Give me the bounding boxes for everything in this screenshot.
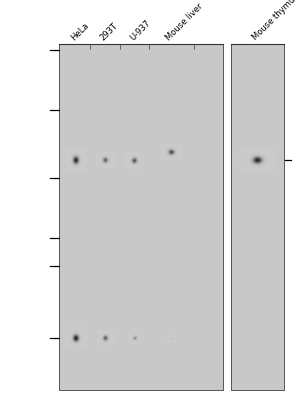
- Text: 70kDa: 70kDa: [23, 106, 49, 114]
- Text: 40kDa: 40kDa: [23, 234, 49, 242]
- Bar: [0, 390, 302, 400]
- Bar: [223, 44, 231, 390]
- Text: 100kDa: 100kDa: [18, 46, 49, 54]
- Text: Mouse liver: Mouse liver: [165, 1, 205, 42]
- Bar: [284, 44, 302, 390]
- Text: 35kDa: 35kDa: [23, 262, 49, 270]
- Text: PDCD4: PDCD4: [293, 155, 302, 165]
- Bar: [0, 44, 59, 390]
- Bar: [231, 44, 284, 390]
- Text: HeLa: HeLa: [69, 20, 91, 42]
- Text: 25kDa: 25kDa: [23, 334, 49, 342]
- Bar: [223, 44, 231, 390]
- Text: 50kDa: 50kDa: [23, 174, 49, 182]
- Text: 293T: 293T: [99, 21, 120, 42]
- Bar: [59, 44, 223, 390]
- Bar: [0, 0, 302, 44]
- Bar: [59, 44, 223, 390]
- Bar: [231, 44, 284, 390]
- Text: Mouse thymus: Mouse thymus: [251, 0, 301, 42]
- Text: U-937: U-937: [128, 18, 153, 42]
